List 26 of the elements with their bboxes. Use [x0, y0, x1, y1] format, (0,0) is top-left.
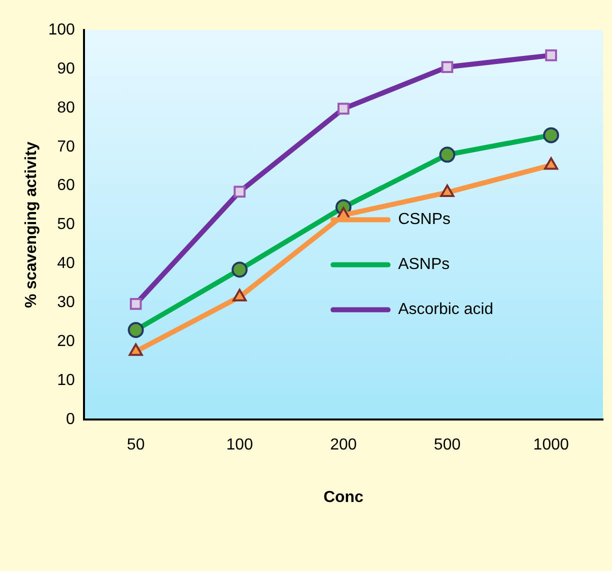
y-axis-title: % scavenging activity	[23, 142, 40, 308]
point	[234, 186, 246, 198]
point	[130, 298, 142, 310]
y-tick-label: 100	[48, 21, 75, 38]
legend-label: ASNPs	[398, 256, 450, 274]
x-tick-label: 50	[126, 436, 145, 454]
y-tick-label: 70	[57, 138, 75, 156]
y-tick-label: 80	[57, 99, 75, 116]
legend-label: Ascorbic acid	[398, 301, 494, 318]
x-axis-title: Conc	[323, 488, 364, 506]
x-tick-label: 100	[226, 436, 254, 454]
y-tick-label: 0	[66, 411, 75, 428]
y-tick-label: 50	[57, 216, 75, 234]
x-tick-label: 200	[330, 436, 357, 454]
y-tick-label: 30	[57, 294, 75, 312]
point	[441, 61, 454, 73]
x-tick-label: 1000	[533, 436, 569, 454]
legend-label: CSNPs	[398, 211, 451, 228]
point	[545, 49, 558, 62]
y-tick-label: 90	[57, 60, 75, 78]
x-tick-label: 500	[434, 436, 461, 454]
y-tick-label: 60	[57, 177, 75, 194]
y-tick-label: 10	[57, 372, 75, 390]
point	[338, 102, 350, 115]
y-tick-label: 20	[57, 333, 75, 350]
y-tick-label: 40	[57, 255, 75, 272]
